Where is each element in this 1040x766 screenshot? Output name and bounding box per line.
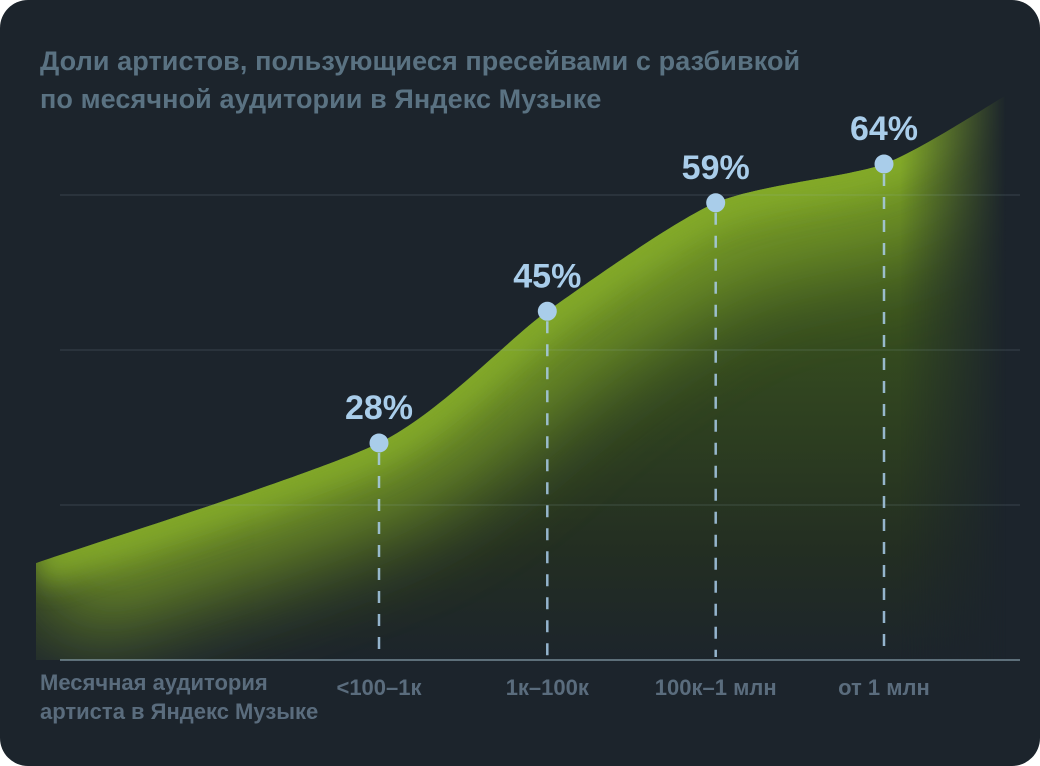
value-label: 64% — [850, 110, 918, 148]
value-label: 59% — [682, 149, 750, 187]
x-tick-label: 100к–1 млн — [655, 675, 777, 700]
chart-title-line2: по месячной аудитории в Яндекс Музыке — [40, 84, 602, 114]
x-tick-label: <100–1к — [336, 675, 422, 700]
x-axis-caption-line1: Месячная аудитория — [40, 670, 268, 695]
x-axis-caption-line2: артиста в Яндекс Музыке — [40, 699, 319, 724]
data-point-dot — [369, 433, 389, 453]
data-point-dot — [537, 301, 557, 321]
chart-title: Доли артистов, пользующиеся пресейвами с… — [40, 42, 860, 118]
x-tick-label: 1к–100к — [506, 675, 590, 700]
value-label: 28% — [345, 389, 413, 427]
chart-title-line1: Доли артистов, пользующиеся пресейвами с… — [40, 46, 801, 76]
x-axis-caption: Месячная аудитория артиста в Яндекс Музы… — [40, 668, 340, 726]
data-point-dot — [706, 193, 726, 213]
data-point-dot — [874, 154, 894, 174]
area-group — [36, 94, 1008, 661]
x-tick-label: от 1 млн — [838, 675, 930, 700]
value-label: 45% — [513, 257, 581, 295]
